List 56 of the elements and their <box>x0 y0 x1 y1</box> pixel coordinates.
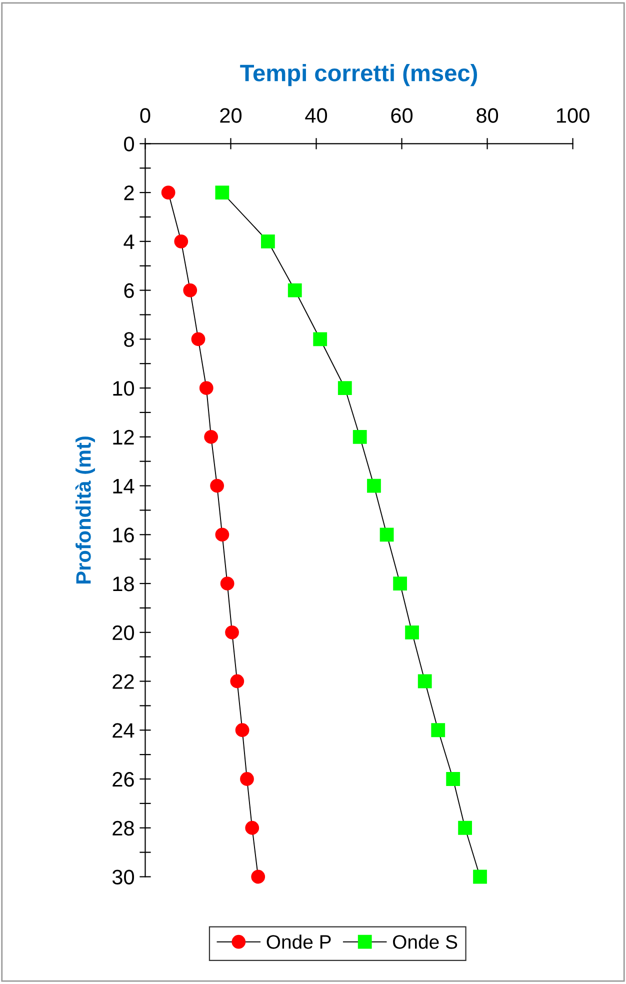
point <box>215 528 230 542</box>
legend-label: Onde P <box>266 934 331 949</box>
y-tick-label: 6 <box>124 283 134 298</box>
point <box>199 381 214 395</box>
y-tick-label: 30 <box>112 870 134 884</box>
point <box>204 430 218 444</box>
point <box>240 772 254 786</box>
point <box>260 234 275 248</box>
y-tick-label: 14 <box>113 478 134 494</box>
point <box>191 332 206 346</box>
y-tick-label: 22 <box>112 674 134 689</box>
point <box>210 478 224 493</box>
point <box>380 528 394 542</box>
point <box>174 234 188 248</box>
point <box>418 674 432 688</box>
point <box>405 625 419 640</box>
x-tick-label: 100 <box>557 108 590 123</box>
y-tick-label: 12 <box>113 430 134 444</box>
point <box>215 186 230 200</box>
y-tick-label: 24 <box>112 723 134 738</box>
point <box>161 186 176 200</box>
y-tick-label: 16 <box>113 528 134 542</box>
point <box>338 381 352 395</box>
point <box>288 283 302 298</box>
point <box>313 332 328 346</box>
x-tick-label: 80 <box>476 108 498 123</box>
x-tick-label: 20 <box>220 108 242 123</box>
y-tick-label: 28 <box>112 820 134 836</box>
point <box>230 674 244 688</box>
y-tick-label: 0 <box>124 136 134 152</box>
point <box>352 430 367 444</box>
point <box>235 723 250 738</box>
y-tick-label: 18 <box>113 576 134 592</box>
y-tick-label: 8 <box>124 332 134 347</box>
x-tick-label: 60 <box>391 108 413 123</box>
point <box>245 820 260 835</box>
x-tick-label: 0 <box>140 108 150 123</box>
point <box>220 576 234 590</box>
point <box>251 870 266 884</box>
point <box>446 772 460 786</box>
legend-label: Onde S <box>393 934 458 949</box>
y-tick-label: 2 <box>124 186 134 200</box>
y-tick-label: 10 <box>113 381 134 396</box>
point <box>225 625 239 640</box>
point <box>367 478 381 493</box>
y-tick-label: 26 <box>112 772 134 787</box>
point <box>431 723 446 738</box>
point <box>183 283 198 298</box>
point <box>473 870 487 884</box>
chart-title: Tempi corretti (msec) <box>240 64 478 86</box>
point <box>393 576 407 590</box>
y-axis-title: Profondità (mt) <box>75 436 95 584</box>
point <box>458 820 472 835</box>
x-tick-label: 40 <box>305 108 328 123</box>
y-tick-label: 4 <box>124 234 134 249</box>
y-tick-label: 20 <box>112 625 134 640</box>
